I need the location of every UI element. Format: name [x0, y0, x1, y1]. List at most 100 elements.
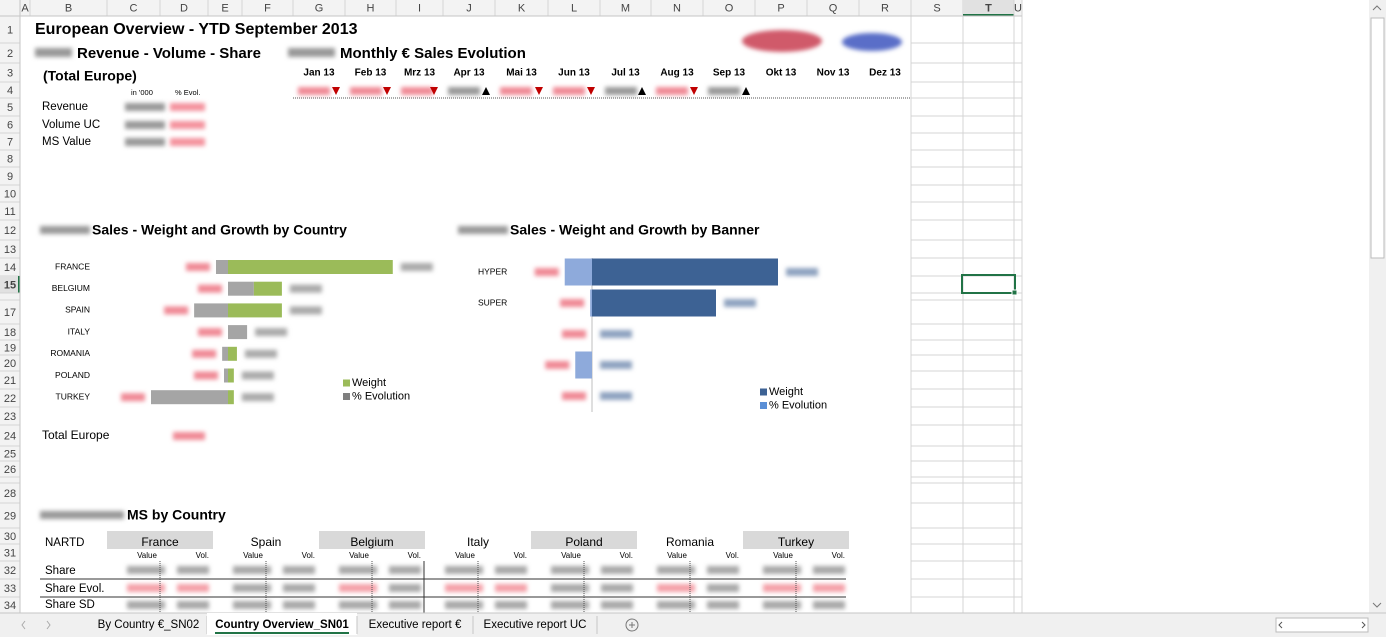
evolution-bar: [151, 390, 228, 405]
blurred-value: [233, 584, 271, 592]
horizontal-scrollbar[interactable]: [1275, 617, 1369, 633]
weight-bar: [228, 260, 393, 274]
blurred-value: [495, 566, 527, 574]
blurred-value: [551, 566, 589, 574]
row-header: 22: [4, 393, 16, 405]
row-header: 9: [7, 171, 13, 183]
column-header: E: [221, 2, 228, 14]
blurred-value: [198, 328, 222, 337]
column-header: H: [367, 2, 375, 14]
blurred-value: [198, 284, 222, 293]
hscroll-arrows[interactable]: [1278, 621, 1366, 629]
category-label: ITALY: [68, 326, 91, 336]
row-header: 8: [7, 153, 13, 165]
legend-swatch: [760, 388, 767, 396]
scroll-up[interactable]: [1372, 5, 1382, 11]
column-label: in '000: [131, 88, 153, 97]
active-cell[interactable]: [961, 274, 1016, 294]
blurred-value: [283, 601, 315, 609]
blurred-value: [813, 584, 845, 592]
row-header: 15: [4, 279, 16, 291]
blurred-value: [708, 87, 740, 95]
blurred-value: [241, 371, 274, 380]
month-label: Jun 13: [558, 68, 590, 79]
tab-prev[interactable]: [21, 620, 26, 630]
blurred-value: [707, 584, 739, 592]
subheader: Value: [137, 551, 157, 560]
sheet-tab[interactable]: Executive report €: [369, 619, 462, 631]
row-header: 1: [7, 24, 13, 36]
blurred-text: [35, 48, 72, 57]
weight-bar: [228, 346, 237, 361]
header-cell-fill: [531, 531, 637, 549]
blurred-value: [170, 138, 205, 146]
column-header: B: [65, 2, 72, 14]
country-header: Italy: [467, 535, 489, 549]
blurred-value: [289, 306, 322, 315]
blurred-logo: [742, 30, 822, 52]
tab-next[interactable]: [46, 620, 51, 630]
sheet-tab[interactable]: By Country €_SN02: [98, 619, 200, 631]
blurred-value: [724, 299, 756, 307]
active-tab[interactable]: [207, 613, 357, 635]
selected-row-header: [0, 276, 20, 293]
blurred-value: [562, 392, 586, 400]
header-cell-fill: [107, 531, 213, 549]
evolution-bar: [590, 289, 592, 317]
row-label: Share SD: [45, 599, 95, 611]
add-sheet[interactable]: [625, 618, 639, 632]
subheader: Vol.: [408, 551, 421, 560]
row-header: 24: [4, 430, 16, 442]
blurred-value: [185, 263, 210, 271]
row-header: 12: [4, 225, 16, 237]
legend-swatch: [760, 402, 767, 409]
section-title: Monthly € Sales Evolution: [340, 45, 526, 62]
weight-bar: [228, 390, 234, 405]
blurred-value: [445, 566, 483, 574]
blurred-value: [562, 330, 586, 338]
column-header: S: [933, 2, 940, 14]
sheet-tab[interactable]: Country Overview_SN01: [215, 619, 349, 631]
weight-bar: [253, 281, 282, 296]
blurred-value: [170, 103, 205, 111]
month-label: Feb 13: [355, 68, 387, 79]
blurred-value: [125, 138, 165, 146]
blurred-value: [255, 328, 288, 337]
country-header: Turkey: [778, 535, 814, 549]
row-header: 20: [4, 358, 16, 370]
blurred-value: [445, 584, 483, 592]
blurred-value: [763, 601, 801, 609]
evolution-bar: [215, 260, 228, 274]
scroll-down[interactable]: [1372, 602, 1382, 608]
add-sheet-icon: [629, 622, 635, 628]
section-subtitle: (Total Europe): [43, 68, 137, 84]
fill-handle: [1011, 289, 1018, 296]
row-header: 2: [7, 48, 13, 60]
legend-swatch: [343, 393, 350, 400]
column-header: T: [985, 2, 992, 14]
blurred-value: [763, 584, 801, 592]
month-label: Mai 13: [506, 68, 537, 79]
country-header: Belgium: [350, 535, 393, 549]
sheet-tab[interactable]: Executive report UC: [484, 619, 587, 631]
blurred-value: [763, 566, 801, 574]
blurred-value: [177, 584, 209, 592]
evolution-bar: [228, 281, 254, 296]
blurred-value: [339, 601, 377, 609]
column-header: D: [180, 2, 188, 14]
blurred-value: [125, 103, 165, 111]
row-header: 17: [4, 307, 16, 319]
evolution-bar: [575, 351, 592, 379]
scroll-thumb[interactable]: [1370, 17, 1385, 259]
blurred-value: [786, 268, 818, 276]
blurred-value: [600, 392, 632, 400]
blurred-value: [164, 306, 189, 315]
report-title: European Overview - YTD September 2013: [35, 21, 358, 38]
blurred-value: [389, 566, 421, 574]
blurred-value: [445, 601, 483, 609]
country-header: Romania: [666, 535, 714, 549]
header-cell-fill: [743, 531, 849, 549]
evolution-bar: [564, 258, 592, 286]
subheader: Value: [349, 551, 369, 560]
